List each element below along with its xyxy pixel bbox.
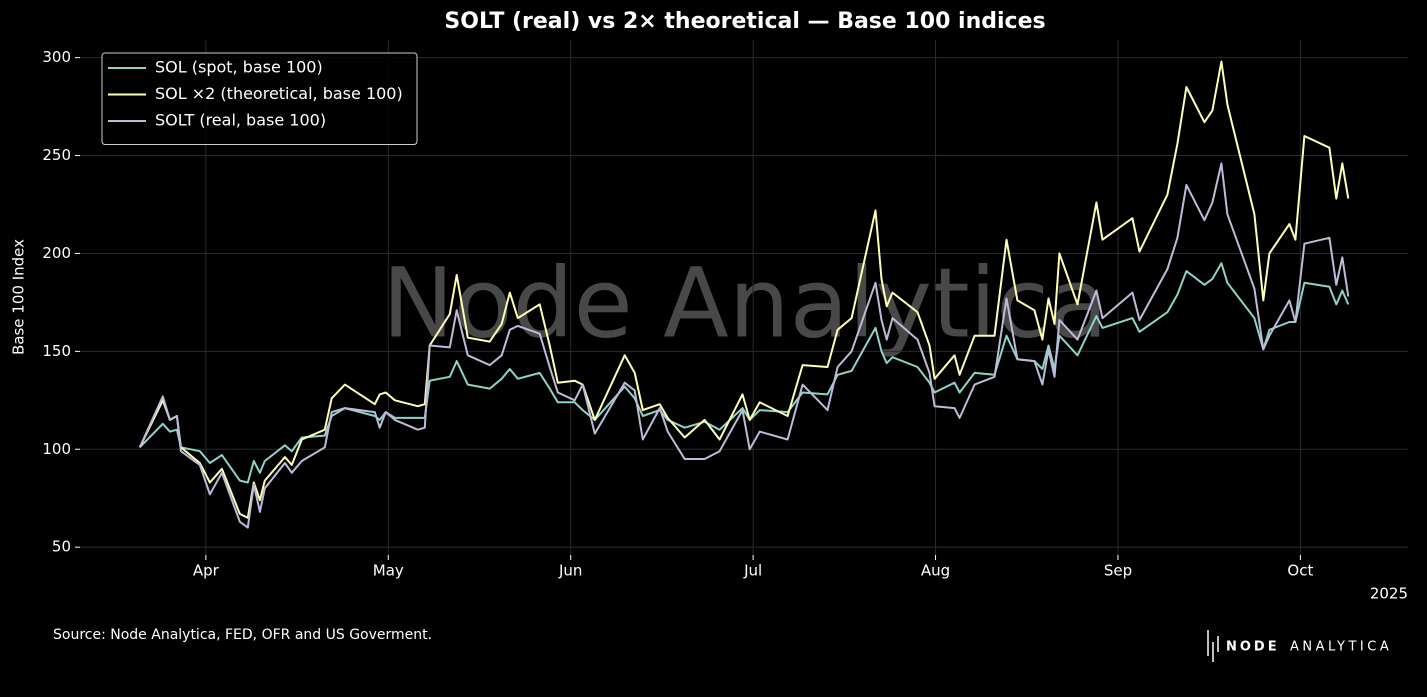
y-tick-label: 300 xyxy=(42,48,71,66)
x-tick-label: Apr xyxy=(193,562,220,580)
x-tick-label: May xyxy=(373,562,404,580)
legend-label: SOL (spot, base 100) xyxy=(155,58,323,77)
y-tick-label: 150 xyxy=(42,342,71,360)
x-offset-label: 2025 xyxy=(1370,585,1408,603)
legend-frame xyxy=(101,52,418,145)
legend-label: SOLT (real, base 100) xyxy=(155,111,326,130)
series-line xyxy=(139,262,1350,484)
y-axis-label: Base 100 Index xyxy=(10,239,28,355)
y-tick-label: 50 xyxy=(52,538,71,556)
watermark: Node Analytica xyxy=(382,247,1108,359)
series-line xyxy=(138,60,1350,519)
y-tick-label: 200 xyxy=(42,244,71,262)
legend: SOL (spot, base 100) SOL ×2 (theoretical,… xyxy=(101,52,418,145)
y-tick-label: 100 xyxy=(42,440,71,458)
x-tick-label: Jun xyxy=(558,562,582,580)
source-note: Source: Node Analytica, FED, OFR and US … xyxy=(53,627,432,643)
plot-area: 50 100 150 200 250 300 Apr May Jun Jul Aug Sep Oct xyxy=(42,40,1408,580)
series-line xyxy=(138,162,1350,529)
y-tick-label: 250 xyxy=(42,146,71,164)
logo-text: ANALYTICA xyxy=(1290,640,1392,655)
logo-text-bold: NODE xyxy=(1226,640,1280,655)
chart-title: SOLT (real) vs 2× theoretical — Base 100… xyxy=(444,9,1045,34)
x-tick-label: Aug xyxy=(921,562,950,580)
legend-label: SOL ×2 (theoretical, base 100) xyxy=(155,84,403,103)
logo: NODE ANALYTICA xyxy=(1207,630,1392,662)
x-tick-label: Jul xyxy=(743,562,762,580)
x-tick-label: Oct xyxy=(1287,562,1313,580)
x-tick-label: Sep xyxy=(1104,562,1132,580)
